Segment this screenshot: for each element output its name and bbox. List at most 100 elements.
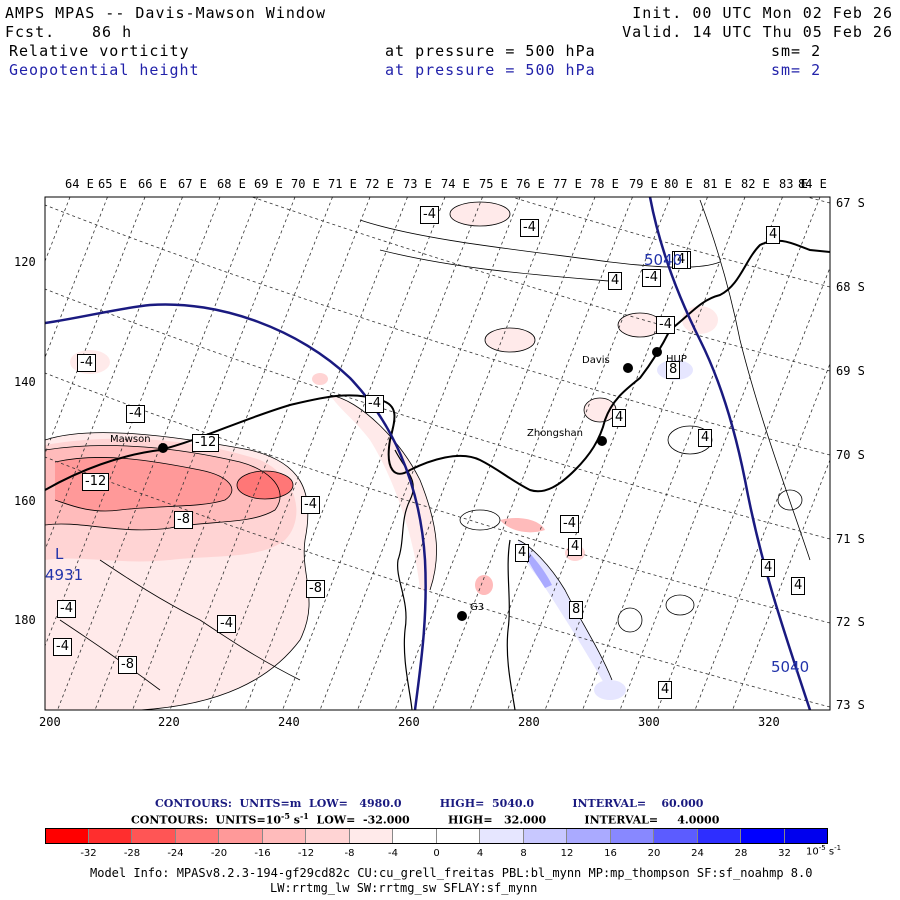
- init-time: Init. 00 UTC Mon 02 Feb 26: [632, 4, 893, 22]
- meridian-line: [657, 266, 830, 710]
- colorbar-tick-label: 0: [433, 848, 440, 859]
- meridian-line: [432, 197, 633, 710]
- x-axis-tick: 220: [158, 715, 180, 729]
- meridian-line: [469, 197, 671, 710]
- parallel-line: [45, 204, 830, 456]
- meridian-line: [732, 458, 830, 710]
- latitude-label: 67 S: [836, 196, 865, 210]
- longitude-label: 74 E: [441, 177, 470, 191]
- contour-label: -4: [126, 405, 145, 423]
- colorbar-tick-label: -4: [388, 848, 398, 859]
- y-axis-tick: 140: [14, 375, 36, 389]
- meridian-line: [357, 197, 558, 710]
- meridian-line: [45, 197, 221, 647]
- colorbar-tick-label: -28: [123, 848, 141, 859]
- colorbar-tick-label: -12: [297, 848, 315, 859]
- station-name-hup: HUP: [666, 354, 687, 365]
- contour-label: 8: [666, 361, 681, 379]
- forecast-hour: 86 h: [92, 23, 133, 41]
- latitude-label: 68 S: [836, 280, 865, 294]
- contour-label: -4: [520, 219, 539, 237]
- longitude-label: 81 E: [703, 177, 732, 191]
- colorbar-tick-label: 20: [647, 848, 661, 859]
- contour-label: 4: [658, 681, 673, 699]
- field1-smoothing: sm= 2: [771, 42, 822, 60]
- meridian-line: [394, 197, 596, 710]
- zhongshan-station-marker: [597, 436, 607, 446]
- parallel-line: [250, 197, 830, 372]
- colorbar-segment: [741, 828, 785, 844]
- contour-label: -4: [642, 269, 661, 287]
- colorbar-segment: [523, 828, 567, 844]
- colorbar-segment: [436, 828, 480, 844]
- model-info-line2: LW:rrtmg_lw SW:rrtmg_sw SFLAY:sf_mynn: [270, 881, 538, 895]
- colorbar-tick-label: -16: [254, 848, 271, 859]
- contour-label: -12: [82, 473, 110, 491]
- field1-name: Relative vorticity: [9, 42, 190, 60]
- hup-station-marker: [652, 347, 662, 357]
- meridian-line: [207, 197, 408, 710]
- parallel-line: [45, 456, 830, 708]
- colorbar-tick-label: -8: [344, 848, 355, 859]
- colorbar-tick-label: 28: [734, 848, 748, 859]
- longitude-label: 80 E: [664, 177, 693, 191]
- longitude-label: 83 E: [779, 177, 808, 191]
- longitude-label: 75 E: [479, 177, 508, 191]
- colorbar-tick-label: 12: [560, 848, 574, 859]
- geopotential-height-contours: [45, 197, 812, 710]
- colorbar-segment: [567, 828, 611, 844]
- y-axis-tick: 180: [14, 613, 36, 627]
- lat-lon-grid: [45, 197, 830, 710]
- low-center-marker: L: [55, 545, 64, 563]
- meridian-line: [132, 197, 333, 710]
- contour-label: -4: [77, 354, 96, 372]
- colorbar-segment: [349, 828, 393, 844]
- meridian-line: [544, 197, 746, 710]
- meridian-line: [619, 197, 821, 710]
- meridian-line: [319, 197, 521, 710]
- longitude-label: 66 E: [138, 177, 167, 191]
- contour-label: 4: [674, 251, 689, 269]
- field2-name: Geopotential height: [9, 61, 200, 79]
- colorbar-segment: [262, 828, 306, 844]
- meridian-line: [94, 197, 296, 710]
- colorbar-segment: [175, 828, 219, 844]
- mawson-station-marker: [158, 443, 168, 453]
- longitude-label: 70 E: [291, 177, 320, 191]
- meridian-line: [244, 197, 446, 710]
- latitude-label: 71 S: [836, 532, 865, 546]
- colorbar-segment: [132, 828, 176, 844]
- longitude-label: 84 E: [798, 177, 827, 191]
- low-center-value: 4931: [45, 566, 84, 584]
- colorbar-segment: [610, 828, 654, 844]
- valid-time: Valid. 14 UTC Thu 05 Feb 26: [622, 23, 893, 41]
- colorbar-tick-label: 4: [476, 848, 484, 859]
- longitude-label: 82 E: [741, 177, 770, 191]
- colorbar-tick-label: 8: [520, 848, 527, 859]
- contour-label: 4: [791, 577, 806, 595]
- longitude-label: 69 E: [254, 177, 283, 191]
- contour-label: -4: [420, 206, 439, 224]
- longitude-label: 64 E: [65, 177, 94, 191]
- contour-label: 4: [608, 272, 623, 290]
- g3-station-marker: [457, 611, 467, 621]
- colorbar-tick-label: 16: [604, 848, 617, 859]
- station-markers: [158, 347, 662, 621]
- contour-label: -4: [656, 316, 675, 334]
- station-name-davis: Davis: [582, 355, 610, 366]
- colorbar-tick-label: 24: [691, 848, 704, 859]
- height-label-5040-north: 5040: [644, 251, 683, 269]
- plot-title: AMPS MPAS -- Davis-Mawson Window: [5, 4, 326, 22]
- parallel-line: [45, 372, 830, 624]
- parallel-line: [45, 288, 830, 540]
- longitude-label: 67 E: [178, 177, 207, 191]
- longitude-label: 72 E: [365, 177, 394, 191]
- meridian-line: [169, 197, 371, 710]
- station-name-g3: G3: [470, 602, 485, 613]
- contour-label: 4: [568, 538, 583, 556]
- contour-label: -4: [217, 615, 236, 633]
- meridian-line: [694, 362, 830, 710]
- longitude-label: 71 E: [328, 177, 357, 191]
- colorbar-segment: [45, 828, 89, 844]
